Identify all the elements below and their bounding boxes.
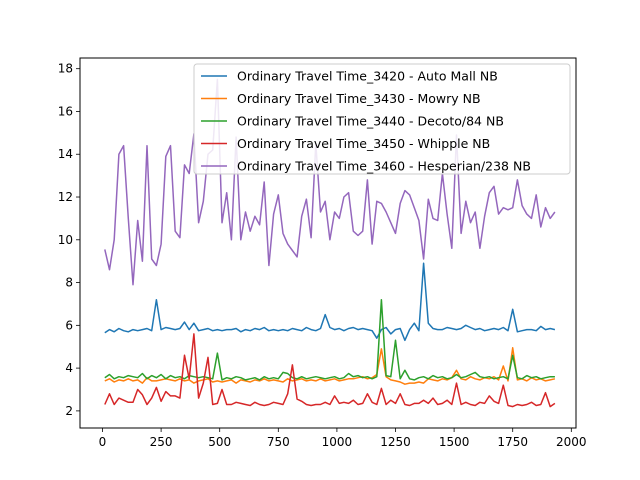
legend-label-5: Ordinary Travel Time_3460 - Hesperian/23… (237, 159, 531, 174)
x-tick-label: 750 (267, 435, 290, 449)
series-line-2 (104, 347, 556, 385)
series-line-3 (104, 298, 555, 381)
plot-frame (79, 57, 577, 429)
x-tick-label: 0 (99, 435, 107, 449)
legend: Ordinary Travel Time_3420 - Auto Mall NB… (193, 63, 571, 175)
legend-box (193, 63, 571, 175)
x-tick-label: 1750 (497, 435, 528, 449)
y-tick-label: 8 (65, 276, 73, 290)
x-tick-label: 500 (208, 435, 231, 449)
y-tick-label: 6 (65, 318, 73, 332)
legend-label-3: Ordinary Travel Time_3440 - Decoto/84 NB (237, 114, 504, 129)
x-axis: 0 250 500 750 1000 1250 1500 1750 2000 (99, 428, 587, 449)
x-tick-label: 1500 (439, 435, 470, 449)
y-tick-label: 10 (58, 233, 73, 247)
legend-label-1: Ordinary Travel Time_3420 - Auto Mall NB (237, 69, 498, 84)
x-tick-label: 1250 (380, 435, 411, 449)
y-tick-label: 18 (58, 62, 73, 76)
y-tick-label: 4 (65, 361, 73, 375)
x-tick-label: 1000 (322, 435, 353, 449)
series-line-4 (104, 333, 556, 408)
y-tick-label: 14 (58, 147, 73, 161)
legend-label-2: Ordinary Travel Time_3430 - Mowry NB (237, 91, 481, 106)
y-tick-label: 12 (58, 190, 73, 204)
legend-label-4: Ordinary Travel Time_3450 - Whipple NB (237, 136, 490, 151)
x-tick-label: 250 (150, 435, 173, 449)
x-tick-label: 2000 (556, 435, 587, 449)
series-layer (104, 78, 556, 408)
y-tick-label: 16 (58, 104, 73, 118)
series-line-1 (104, 262, 556, 342)
series-line-5 (104, 78, 556, 286)
y-tick-label: 2 (65, 404, 73, 418)
y-axis: 2 4 6 8 10 12 14 16 18 (58, 62, 80, 418)
